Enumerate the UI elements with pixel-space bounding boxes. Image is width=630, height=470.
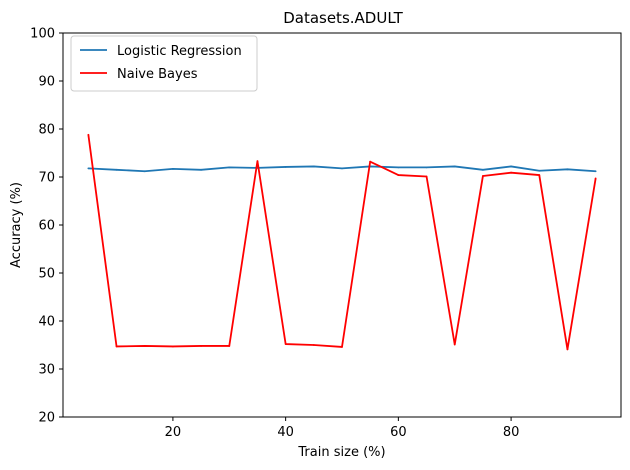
y-tick-label: 20 <box>38 411 55 426</box>
x-tick-label: 40 <box>277 425 294 440</box>
data-point-naive-bayes <box>115 345 118 348</box>
data-point-logistic-regression <box>87 167 90 170</box>
data-point-naive-bayes <box>482 175 484 177</box>
data-point-naive-bayes <box>312 344 315 346</box>
x-axis-label: Train size (%) <box>297 445 385 460</box>
series-layer <box>87 133 597 351</box>
legend-label-naive-bayes: Naive Bayes <box>117 67 198 82</box>
data-point-logistic-regression <box>397 166 400 169</box>
data-point-naive-bayes <box>566 348 569 351</box>
y-tick-label: 60 <box>38 219 55 234</box>
data-point-naive-bayes <box>143 345 146 347</box>
data-point-logistic-regression <box>200 168 202 171</box>
x-tick-label: 60 <box>390 425 407 440</box>
data-point-naive-bayes <box>397 174 400 176</box>
data-point-logistic-regression <box>425 166 428 169</box>
legend-box <box>70 35 258 92</box>
data-point-naive-bayes <box>341 346 343 348</box>
data-point-logistic-regression <box>453 165 456 168</box>
y-tick-label: 80 <box>38 123 55 138</box>
data-point-logistic-regression <box>594 170 597 173</box>
data-point-logistic-regression <box>284 166 287 168</box>
data-point-logistic-regression <box>341 167 343 170</box>
data-point-logistic-regression <box>143 170 146 173</box>
y-tick-label: 70 <box>38 171 55 186</box>
data-point-naive-bayes <box>87 133 90 136</box>
data-point-naive-bayes <box>284 343 287 345</box>
data-point-naive-bayes <box>172 345 174 348</box>
data-point-naive-bayes <box>453 343 456 346</box>
data-point-naive-bayes <box>425 175 428 178</box>
data-point-logistic-regression <box>482 168 484 171</box>
data-point-naive-bayes <box>594 177 597 180</box>
legend: Logistic Regression Naive Bayes <box>70 35 258 92</box>
x-axis-ticks: 20 40 60 80 <box>165 417 520 440</box>
y-tick-label: 90 <box>38 75 55 90</box>
data-point-naive-bayes <box>228 345 231 347</box>
y-axis-label: Accuracy (%) <box>9 182 24 268</box>
data-point-logistic-regression <box>510 165 512 168</box>
data-point-logistic-regression <box>312 165 315 168</box>
data-point-logistic-regression <box>228 166 231 169</box>
data-point-logistic-regression <box>538 169 541 172</box>
y-tick-label: 50 <box>38 267 55 282</box>
data-point-naive-bayes <box>200 345 202 347</box>
data-point-logistic-regression <box>566 168 569 171</box>
y-axis-ticks: 20 30 40 50 60 70 80 90 100 <box>30 27 63 426</box>
x-tick-label: 20 <box>165 425 182 440</box>
y-tick-label: 30 <box>38 363 55 378</box>
data-point-naive-bayes <box>369 160 372 163</box>
data-point-logistic-regression <box>115 168 118 171</box>
y-tick-label: 40 <box>38 315 55 330</box>
x-tick-label: 80 <box>503 425 520 440</box>
data-point-logistic-regression <box>172 167 174 170</box>
data-point-naive-bayes <box>256 160 259 163</box>
chart-title: Datasets.ADULT <box>283 9 403 27</box>
legend-label-logistic-regression: Logistic Regression <box>117 44 242 59</box>
data-point-naive-bayes <box>538 174 541 176</box>
y-tick-label: 100 <box>30 27 55 42</box>
data-point-naive-bayes <box>510 171 512 174</box>
